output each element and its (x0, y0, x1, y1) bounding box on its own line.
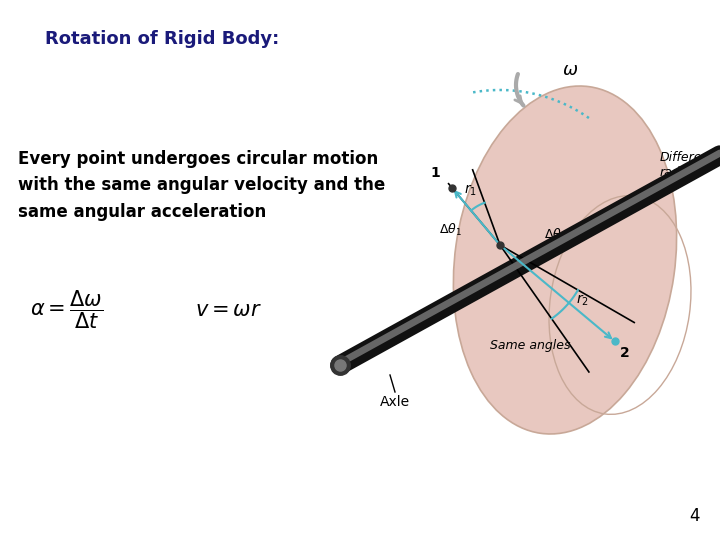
Text: Different
radii: Different radii (660, 151, 715, 179)
Text: Same angles: Same angles (490, 339, 570, 352)
Text: $\alpha = \dfrac{\Delta\omega}{\Delta t}$: $\alpha = \dfrac{\Delta\omega}{\Delta t}… (30, 289, 103, 331)
Text: $r_2$: $r_2$ (575, 292, 588, 308)
Text: $\Delta\theta_2$: $\Delta\theta_2$ (544, 227, 567, 243)
Text: Rotation of Rigid Body:: Rotation of Rigid Body: (45, 30, 279, 48)
Text: 1: 1 (430, 166, 440, 179)
Text: $r_1$: $r_1$ (464, 183, 477, 198)
Text: 4: 4 (690, 507, 700, 525)
Text: $\Delta\theta_1$: $\Delta\theta_1$ (438, 222, 462, 238)
Text: 2: 2 (620, 347, 630, 360)
Text: $\omega$: $\omega$ (562, 61, 578, 79)
Text: Every point undergoes circular motion
with the same angular velocity and the
sam: Every point undergoes circular motion wi… (18, 150, 385, 221)
Text: Axle: Axle (380, 395, 410, 409)
Ellipse shape (454, 86, 677, 434)
Text: $v = \omega r$: $v = \omega r$ (195, 300, 262, 320)
